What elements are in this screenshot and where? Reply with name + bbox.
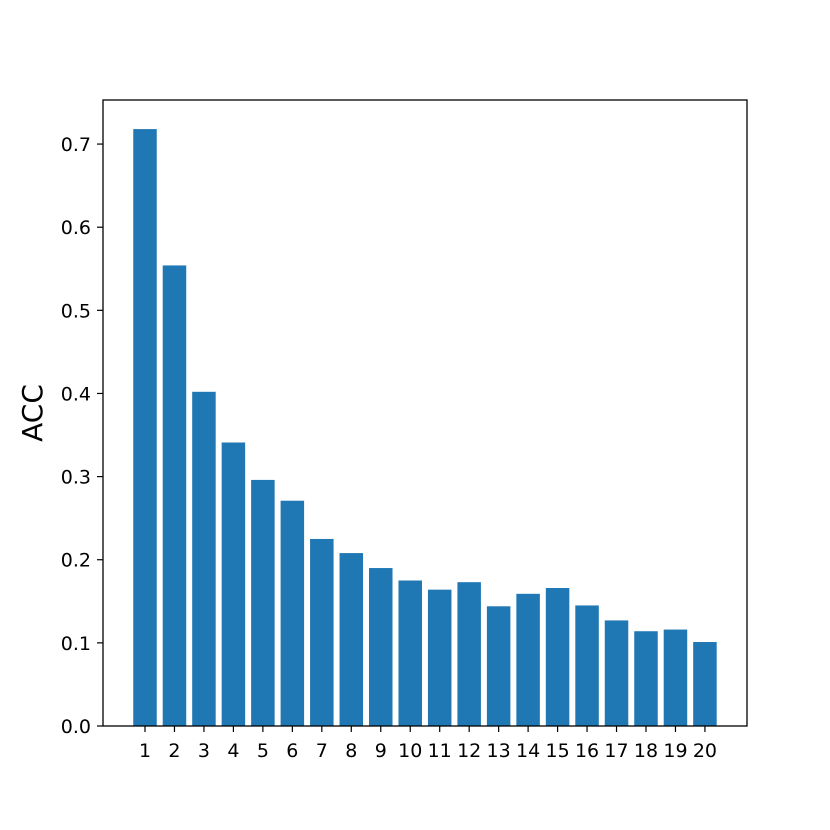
bar-2 bbox=[163, 265, 187, 726]
y-tick-label: 0.7 bbox=[61, 134, 91, 156]
x-tick-label: 6 bbox=[286, 740, 298, 762]
x-tick-label: 7 bbox=[316, 740, 328, 762]
x-tick-label: 13 bbox=[487, 740, 511, 762]
y-tick-label: 0.1 bbox=[61, 633, 91, 655]
bar-9 bbox=[369, 568, 393, 726]
bar-10 bbox=[398, 581, 422, 726]
x-tick-label: 20 bbox=[693, 740, 717, 762]
bar-6 bbox=[281, 501, 305, 726]
y-tick-label: 0.2 bbox=[61, 550, 91, 572]
bar-12 bbox=[457, 582, 481, 726]
y-tick-label: 0.6 bbox=[61, 217, 91, 239]
y-axis-label: ACC bbox=[16, 384, 49, 442]
x-tick-label: 1 bbox=[139, 740, 151, 762]
x-tick-label: 12 bbox=[457, 740, 481, 762]
x-tick-label: 19 bbox=[663, 740, 687, 762]
bar-15 bbox=[546, 588, 570, 726]
x-tick-label: 8 bbox=[345, 740, 357, 762]
bar-7 bbox=[310, 539, 334, 726]
bar-11 bbox=[428, 590, 452, 726]
y-axis-ticks: 0.0 0.1 0.2 0.3 0.4 0.5 0.6 0.7 bbox=[61, 134, 103, 738]
y-tick-label: 0.0 bbox=[61, 716, 91, 738]
bar-4 bbox=[222, 443, 246, 726]
x-tick-label: 9 bbox=[375, 740, 387, 762]
bar-16 bbox=[575, 605, 599, 726]
bar-5 bbox=[251, 480, 275, 726]
y-tick-label: 0.3 bbox=[61, 467, 91, 489]
x-tick-label: 10 bbox=[398, 740, 422, 762]
x-tick-label: 15 bbox=[545, 740, 569, 762]
x-tick-label: 11 bbox=[428, 740, 452, 762]
y-tick-label: 0.5 bbox=[61, 300, 91, 322]
bar-20 bbox=[693, 642, 717, 726]
x-tick-label: 17 bbox=[604, 740, 628, 762]
bar-18 bbox=[634, 631, 658, 726]
x-tick-label: 14 bbox=[516, 740, 540, 762]
bar-13 bbox=[487, 606, 511, 726]
bar-1 bbox=[133, 129, 157, 726]
bars-group bbox=[133, 129, 716, 726]
x-tick-label: 3 bbox=[198, 740, 210, 762]
y-tick-label: 0.4 bbox=[61, 383, 91, 405]
x-tick-label: 4 bbox=[227, 740, 239, 762]
x-axis-ticks: 1 2 3 4 5 6 7 8 9 10 11 12 13 14 15 16 17 18 19 20 bbox=[139, 726, 717, 762]
bar-8 bbox=[340, 553, 364, 726]
bar-19 bbox=[664, 630, 688, 726]
x-tick-label: 5 bbox=[257, 740, 269, 762]
x-tick-label: 16 bbox=[575, 740, 599, 762]
x-tick-label: 18 bbox=[634, 740, 658, 762]
bar-14 bbox=[516, 594, 540, 726]
bar-3 bbox=[192, 392, 216, 726]
bar-17 bbox=[605, 620, 629, 726]
x-tick-label: 2 bbox=[168, 740, 180, 762]
